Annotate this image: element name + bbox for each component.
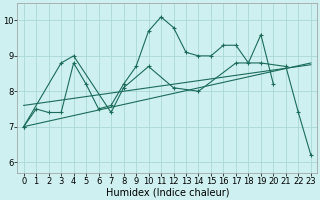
X-axis label: Humidex (Indice chaleur): Humidex (Indice chaleur)	[106, 187, 229, 197]
